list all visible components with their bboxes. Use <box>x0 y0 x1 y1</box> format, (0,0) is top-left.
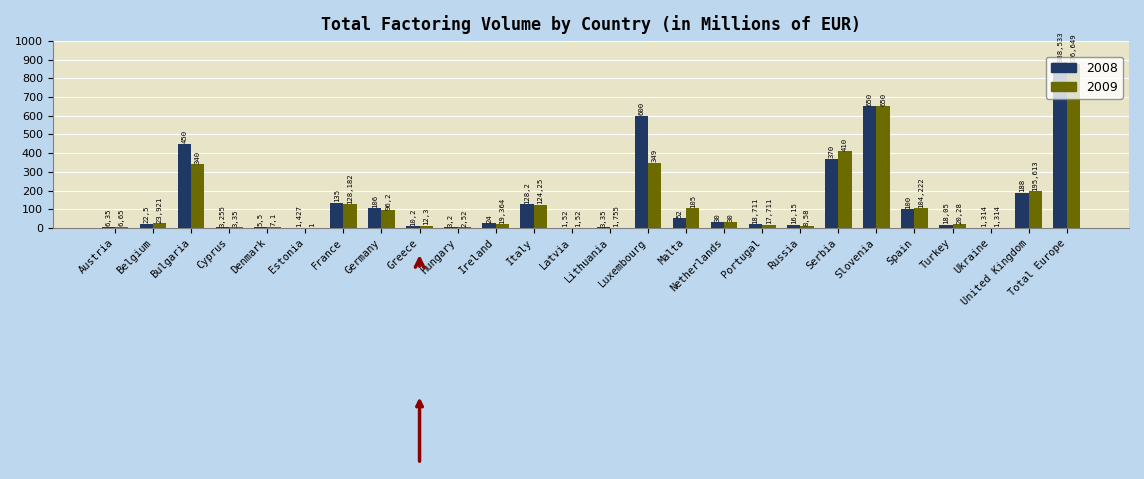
Bar <box>914 208 928 228</box>
Text: 876,649: 876,649 <box>1071 33 1077 64</box>
Text: 12,3: 12,3 <box>423 208 429 225</box>
Bar <box>406 226 420 228</box>
Text: 3,2: 3,2 <box>448 214 454 227</box>
Bar <box>762 225 776 228</box>
Text: 30: 30 <box>728 213 733 222</box>
Bar <box>1054 62 1066 228</box>
Bar <box>534 205 547 228</box>
Text: 10,2: 10,2 <box>410 208 416 226</box>
Bar <box>863 106 876 228</box>
Text: 1,755: 1,755 <box>613 205 620 227</box>
Text: 100: 100 <box>905 196 911 209</box>
Text: 1,314: 1,314 <box>994 205 1000 227</box>
Text: 600: 600 <box>638 103 644 115</box>
Text: 3,255: 3,255 <box>220 205 225 227</box>
Bar <box>787 225 801 228</box>
Bar <box>749 224 762 228</box>
Text: 17,711: 17,711 <box>765 198 772 224</box>
Bar <box>343 204 357 228</box>
Bar <box>1066 64 1080 228</box>
Bar <box>953 224 966 228</box>
Text: 5,5: 5,5 <box>257 213 263 227</box>
Text: 340: 340 <box>194 151 201 164</box>
Bar <box>1016 193 1028 228</box>
Bar <box>939 225 953 228</box>
Bar <box>876 106 890 228</box>
Bar <box>839 151 851 228</box>
Bar <box>635 116 648 228</box>
Text: 2,52: 2,52 <box>461 209 467 227</box>
Text: 195,613: 195,613 <box>1032 160 1039 191</box>
Text: 18,05: 18,05 <box>943 202 948 224</box>
Text: 106: 106 <box>372 194 378 208</box>
Text: 1: 1 <box>309 223 315 228</box>
Text: 1,52: 1,52 <box>575 210 581 227</box>
Text: 3,35: 3,35 <box>233 209 239 227</box>
Text: 124,25: 124,25 <box>538 178 543 205</box>
Text: 888,533: 888,533 <box>1057 31 1063 61</box>
Text: 188: 188 <box>1019 179 1025 193</box>
Bar <box>229 227 243 228</box>
Text: 52: 52 <box>676 209 682 218</box>
Bar <box>331 203 343 228</box>
Bar <box>724 222 738 228</box>
Bar <box>686 208 699 228</box>
Text: 3,35: 3,35 <box>601 209 606 227</box>
Text: 1,427: 1,427 <box>295 205 302 227</box>
Bar <box>483 223 495 228</box>
Text: 24: 24 <box>486 214 492 223</box>
Bar <box>420 226 432 228</box>
Text: 450: 450 <box>182 130 188 143</box>
Bar <box>596 227 610 228</box>
Text: 1,52: 1,52 <box>562 210 569 227</box>
Text: 6,35: 6,35 <box>105 209 111 227</box>
Bar <box>710 222 724 228</box>
Bar <box>216 227 229 228</box>
Text: 22,5: 22,5 <box>143 206 150 223</box>
Text: 650: 650 <box>867 93 873 106</box>
Text: 96,2: 96,2 <box>386 192 391 209</box>
Bar <box>495 224 509 228</box>
Text: 128,2: 128,2 <box>524 182 530 204</box>
Bar <box>140 224 153 228</box>
Bar <box>177 144 191 228</box>
Bar <box>825 159 839 228</box>
Bar <box>901 209 914 228</box>
Text: 104,222: 104,222 <box>919 177 924 208</box>
Text: 20,28: 20,28 <box>956 202 962 224</box>
Text: 128,182: 128,182 <box>347 173 353 204</box>
Text: 19,364: 19,364 <box>499 198 506 224</box>
Bar <box>191 164 205 228</box>
Bar <box>1028 191 1042 228</box>
Text: 410: 410 <box>842 138 848 151</box>
Text: 30: 30 <box>715 213 721 222</box>
Bar <box>673 218 686 228</box>
Bar <box>381 210 395 228</box>
Text: 370: 370 <box>828 145 835 159</box>
Text: 1,314: 1,314 <box>980 205 987 227</box>
Bar <box>268 227 280 228</box>
Bar <box>801 226 813 228</box>
Title: Total Factoring Volume by Country (in Millions of EUR): Total Factoring Volume by Country (in Mi… <box>320 15 861 34</box>
Legend: 2008, 2009: 2008, 2009 <box>1046 57 1122 99</box>
Text: 349: 349 <box>652 149 658 162</box>
Text: 105: 105 <box>690 195 696 208</box>
Bar <box>114 227 128 228</box>
Text: 7,1: 7,1 <box>271 213 277 226</box>
Bar <box>153 223 166 228</box>
Bar <box>368 208 381 228</box>
Text: 135: 135 <box>334 189 340 202</box>
Bar <box>254 227 268 228</box>
Text: 6,65: 6,65 <box>119 209 125 226</box>
Bar <box>102 227 114 228</box>
Text: 18,711: 18,711 <box>753 198 758 224</box>
Text: 650: 650 <box>880 93 887 106</box>
Text: 8,58: 8,58 <box>804 208 810 226</box>
Bar <box>648 163 661 228</box>
Text: 16,15: 16,15 <box>791 203 796 225</box>
Bar <box>521 204 534 228</box>
Text: 23,921: 23,921 <box>157 197 162 223</box>
